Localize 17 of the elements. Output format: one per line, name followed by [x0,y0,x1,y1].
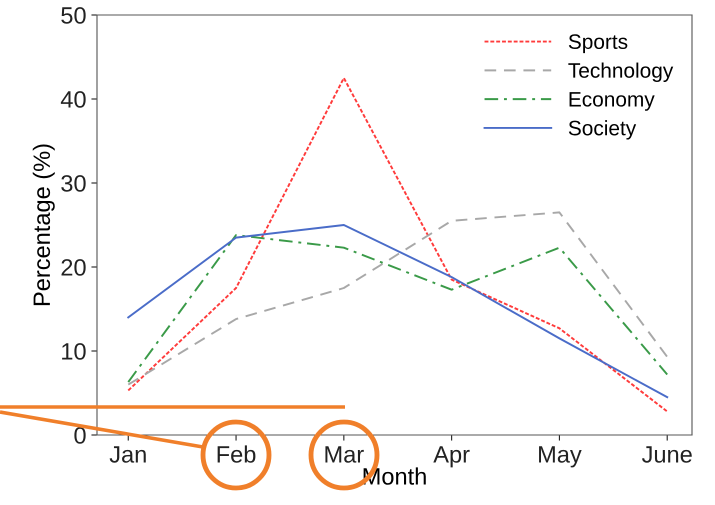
y-tick-label: 20 [62,259,86,276]
x-tick-label: Mar [325,446,364,463]
legend-label: Sports [568,34,628,54]
y-axis-title: Percentage (%) [32,144,55,306]
x-tick-label: Feb [218,445,256,463]
legend-label: Society [568,120,636,140]
y-tick-label: 40 [60,91,86,108]
x-tick-label: June [642,446,692,463]
x-tick-label: Jan [110,446,146,463]
legend-label: Technology [568,62,674,82]
y-tick-label: 30 [61,175,86,192]
y-tick-label: 50 [61,7,86,24]
y-tick-label: 10 [62,343,86,360]
x-tick-label: May [539,446,582,468]
legend-label: Economy [570,92,655,111]
x-tick-label: Apr [433,446,470,468]
y-tick-label: 0 [74,427,86,444]
